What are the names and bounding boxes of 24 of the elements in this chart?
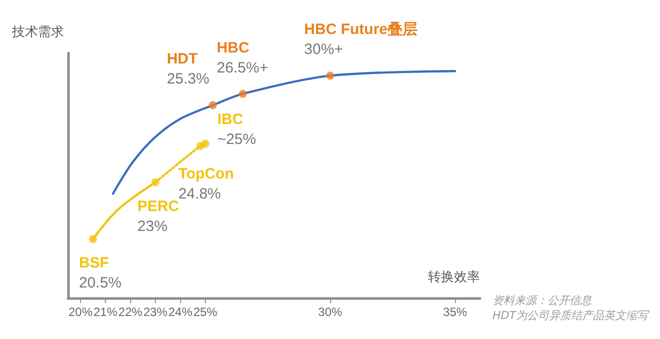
annotation: HBC 26.5%+ (216, 39, 268, 76)
annotation: HBC Future叠层 30%+ (304, 21, 418, 58)
point (238, 90, 247, 98)
x-tick-label: 25% (193, 305, 218, 319)
x-tick-label: 30% (318, 305, 343, 319)
x-axis-title: 转换效率 (428, 269, 480, 285)
point (326, 72, 334, 80)
text: 资料来源：公开信息 HDT为公司异质结产品英文缩写 (492, 294, 650, 322)
x-tick-label: 21% (93, 305, 118, 319)
annotation: PERC 23% (137, 198, 180, 235)
x-tick-label: 20% (68, 305, 93, 319)
x-tick-label: 35% (443, 305, 468, 319)
annotation: TopCon 24.8% (178, 166, 234, 203)
annotation: HDT 25.3% (166, 50, 210, 88)
x-tick-label: 23% (143, 305, 168, 319)
y-axis-title: 技术需求 (11, 25, 64, 40)
annotation: IBC ~25% (217, 111, 256, 148)
point (88, 235, 97, 244)
x-tick-label: 24% (168, 305, 193, 319)
point (151, 178, 160, 186)
point (201, 140, 210, 148)
point (208, 101, 217, 110)
x-tick-label: 22% (118, 305, 143, 319)
annotation: BSF 20.5% (78, 254, 122, 292)
